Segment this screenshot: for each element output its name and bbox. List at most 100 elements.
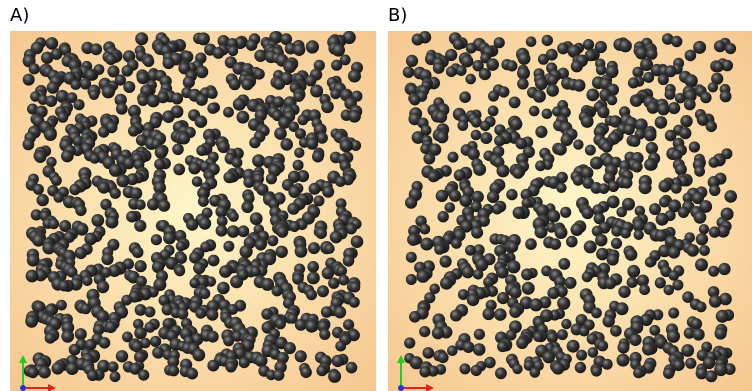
particle-sphere [135, 32, 149, 46]
particle-sphere [215, 224, 228, 237]
particle-sphere [50, 48, 63, 60]
particle-sphere [345, 361, 358, 374]
particle-sphere [636, 274, 649, 287]
particle-sphere [69, 183, 81, 196]
particle-sphere [699, 200, 713, 213]
particle-sphere [695, 258, 708, 272]
particle-sphere [573, 139, 584, 150]
particle-sphere [572, 79, 586, 92]
particle-sphere [305, 40, 319, 54]
particle-sphere [25, 314, 38, 328]
particle-sphere [506, 188, 518, 201]
particle-sphere [496, 265, 509, 279]
particle-sphere [129, 362, 142, 375]
particle-sphere [695, 301, 707, 313]
particle-sphere [150, 335, 162, 348]
particle-sphere [634, 205, 646, 217]
particle-sphere [537, 53, 549, 65]
particle-sphere [547, 209, 561, 223]
particle-sphere [70, 79, 81, 90]
particle-sphere [597, 340, 609, 352]
particle-sphere [34, 150, 47, 163]
particle-sphere [306, 137, 319, 150]
particle-sphere [236, 110, 250, 124]
particle-sphere [313, 59, 325, 71]
particle-sphere [494, 244, 507, 257]
particle-sphere [36, 193, 49, 207]
particle-sphere [535, 160, 546, 172]
particle-sphere [131, 246, 144, 259]
particle-sphere [339, 54, 351, 66]
particle-sphere [713, 61, 724, 73]
particle-sphere [134, 304, 147, 316]
particle-sphere [288, 121, 300, 133]
particle-sphere [265, 173, 277, 185]
particle-sphere [581, 271, 593, 283]
particle-sphere [287, 202, 300, 215]
particle-sphere [416, 269, 430, 283]
particle-sphere [405, 251, 417, 263]
particle-sphere [693, 40, 707, 54]
particle-sphere [658, 179, 672, 193]
particle-sphere [453, 169, 466, 182]
particle-sphere [551, 361, 565, 375]
particle-sphere [198, 217, 212, 230]
particle-sphere [128, 125, 140, 137]
particle-sphere [672, 279, 684, 291]
particle-sphere [154, 145, 168, 159]
particle-sphere [535, 204, 550, 218]
particle-sphere [27, 366, 39, 379]
particle-sphere [129, 187, 143, 200]
particle-sphere [693, 210, 707, 224]
particle-sphere [470, 129, 482, 141]
particle-sphere [584, 144, 596, 156]
particle-sphere [75, 222, 89, 236]
particle-sphere [598, 183, 610, 195]
particle-sphere [104, 320, 118, 334]
particle-sphere [424, 292, 436, 304]
simulation-view-b [388, 31, 752, 391]
particle-sphere [574, 361, 587, 374]
particle-sphere [254, 239, 267, 251]
particle-sphere [287, 313, 298, 324]
particle-sphere [420, 143, 431, 155]
particle-sphere [657, 73, 669, 86]
particle-sphere [623, 123, 635, 136]
particle-sphere [182, 76, 195, 89]
particle-sphere [583, 240, 597, 254]
particle-sphere [419, 223, 431, 235]
particle-sphere [134, 219, 147, 232]
particle-sphere [606, 195, 620, 209]
particle-sphere [217, 281, 230, 295]
particle-sphere [46, 81, 60, 94]
particle-sphere [517, 66, 530, 80]
particle-sphere [305, 75, 317, 87]
particle-sphere [137, 95, 149, 107]
particle-sphere [53, 192, 64, 203]
particle-sphere [114, 93, 127, 107]
particle-sphere [721, 59, 733, 72]
particle-sphere [461, 265, 475, 279]
particle-sphere [217, 140, 230, 154]
sphere-cluster [402, 31, 737, 383]
particle-sphere [237, 225, 250, 238]
particle-sphere [714, 362, 728, 377]
particle-sphere [634, 118, 648, 132]
particle-sphere [681, 344, 695, 357]
particle-sphere [190, 333, 204, 346]
particle-sphere [435, 189, 449, 203]
particle-sphere [305, 319, 319, 333]
particle-sphere [335, 340, 347, 352]
particle-sphere [133, 318, 144, 330]
particle-sphere [629, 333, 642, 346]
particle-sphere [556, 182, 567, 193]
particle-sphere [134, 350, 147, 364]
particle-sphere [151, 260, 165, 274]
particle-sphere [26, 253, 40, 267]
particle-sphere [158, 199, 171, 212]
particle-sphere [402, 66, 415, 78]
particle-sphere [532, 89, 546, 103]
particle-sphere [308, 242, 320, 255]
particle-sphere [25, 269, 39, 283]
particle-sphere [674, 92, 686, 104]
